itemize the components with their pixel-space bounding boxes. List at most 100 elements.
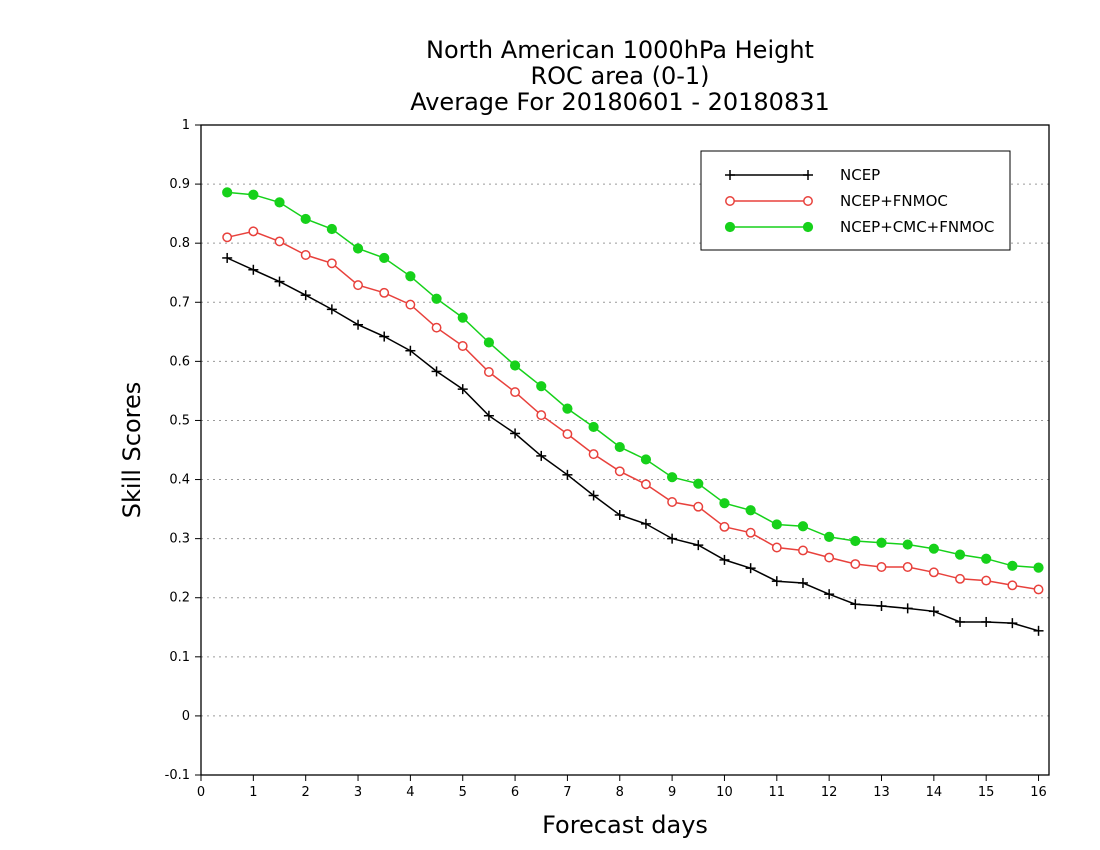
legend-marker [724,221,736,233]
data-point [536,450,547,461]
data-point [797,577,808,588]
y-tick-label: 0.8 [169,236,190,251]
legend-marker [803,196,813,206]
data-point [562,469,573,480]
data-point [536,410,547,421]
data-point [876,537,887,548]
y-tick-label: 0.1 [169,650,190,665]
data-point [1007,618,1018,629]
data-point [902,539,913,550]
series-2 [222,187,1044,573]
data-point [222,187,233,198]
y-tick-label: 0.9 [169,177,190,192]
data-point [431,322,442,333]
data-point [640,454,652,465]
data-point [379,331,390,342]
data-point [693,478,704,489]
data-point [483,410,494,421]
plot-area-frame [200,124,1050,776]
legend-marker [803,170,813,180]
data-point [248,264,259,275]
data-point [510,387,521,398]
data-point [431,366,442,377]
x-tick-label: 9 [668,785,676,800]
x-tick-label: 10 [716,785,733,800]
data-point [300,290,311,301]
data-point [457,341,468,351]
data-point [798,545,808,556]
data-point [431,293,442,304]
data-point [771,519,782,530]
data-point [457,312,468,323]
data-point [693,540,704,551]
axis-ticks: -0.100.10.20.30.40.50.60.70.80.910 1 2 3 4 5 6… [165,118,1047,800]
data-point [352,243,364,254]
data-point [1033,625,1044,636]
data-point [1007,580,1018,591]
data-point [353,280,363,291]
data-point [693,501,704,512]
x-tick-label: 16 [1030,785,1047,800]
data-point [719,554,730,565]
y-tick-label: 0.7 [169,295,190,310]
x-tick-label: 4 [406,785,414,800]
data-point [222,252,233,263]
y-tick-label: 0.2 [169,591,190,606]
data-point [222,232,233,243]
data-point [928,543,939,554]
x-tick-label: 3 [354,785,362,800]
data-point [771,542,782,553]
data-point [248,189,259,200]
data-point [300,213,311,225]
data-point [614,466,625,477]
data-point [824,531,835,542]
x-tick-label: 1 [249,785,257,800]
data-point [745,563,756,574]
legend-marker [802,221,814,233]
x-tick-label: 7 [563,785,571,800]
legend-label: NCEP [840,166,880,184]
data-point [876,562,887,572]
data-point [274,197,285,208]
data-point [562,403,573,414]
data-point [640,518,651,529]
x-tick-label: 5 [459,785,467,800]
x-tick-label: 2 [302,785,310,800]
legend: NCEP NCEP+FNMOC NCEP+CMC+FNMOC [700,150,1011,251]
x-tick-label: 13 [873,785,890,800]
data-point [954,549,966,560]
data-point [483,337,495,348]
series-1 [222,226,1044,595]
legend-label: NCEP+CMC+FNMOC [840,218,994,236]
x-tick-label: 12 [821,785,838,800]
y-tick-label: 0 [182,709,190,724]
data-point [326,304,337,315]
data-point [771,576,782,587]
data-point [536,381,547,392]
legend-marker [725,170,735,180]
data-point [248,226,259,237]
data-point [405,299,416,310]
x-tick-label: 8 [616,785,624,800]
y-tick-label: 0.4 [169,473,190,488]
legend-label: NCEP+FNMOC [840,192,948,210]
data-point [274,276,285,287]
x-tick-label: 0 [197,785,205,800]
data-point [850,559,861,569]
data-point [667,472,678,483]
title-line-3: Average For 20180601 - 20180831 [410,88,830,116]
data-point [719,521,730,532]
data-point [928,567,939,578]
y-axis-title: Skill Scores [118,382,146,519]
data-point [955,616,966,627]
data-point [614,441,625,453]
data-point [745,527,756,538]
legend-marker [725,196,735,206]
data-point [457,384,468,395]
data-point [1033,584,1044,595]
data-point [326,258,337,269]
data-point [588,490,599,501]
data-point [1007,560,1018,571]
y-tick-label: -0.1 [165,768,190,783]
